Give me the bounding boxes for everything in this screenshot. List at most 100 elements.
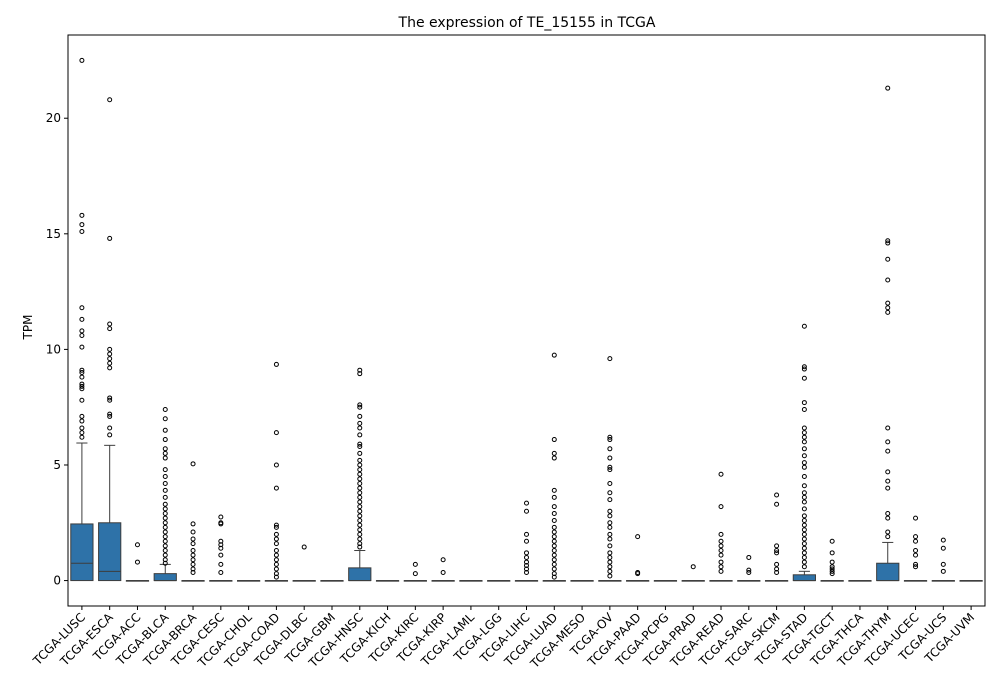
outlier-point: [829, 568, 835, 574]
y-tick-label: 20: [46, 111, 61, 125]
outlier-point: [885, 478, 891, 484]
outlier-point: [551, 455, 557, 461]
outlier-point: [551, 543, 557, 549]
outlier-point: [357, 480, 363, 486]
outlier-point: [913, 538, 919, 544]
outlier-point: [107, 365, 113, 371]
outlier-point: [79, 305, 85, 311]
outlier-point: [829, 566, 835, 572]
outlier-point: [885, 305, 891, 311]
outlier-point: [357, 425, 363, 431]
outlier-point: [162, 437, 168, 443]
box-tcga-cesc: [209, 514, 233, 582]
outlier-point: [162, 450, 168, 456]
box-tcga-lgg: [487, 580, 511, 582]
outlier-point: [551, 552, 557, 558]
outlier-point: [551, 487, 557, 493]
outlier-point: [162, 407, 168, 413]
outlier-point: [607, 554, 613, 560]
outlier-point: [885, 309, 891, 315]
box-tcga-read: [709, 471, 733, 582]
outlier-point: [79, 228, 85, 234]
outlier-point: [273, 552, 279, 558]
outlier-point: [162, 524, 168, 530]
outlier-point: [107, 413, 113, 419]
outlier-point: [801, 559, 807, 565]
outlier-point: [801, 541, 807, 547]
outlier-point: [551, 494, 557, 500]
outlier-point: [551, 504, 557, 510]
outlier-point: [718, 568, 724, 574]
outlier-point: [801, 522, 807, 528]
outlier-point: [524, 566, 529, 572]
outlier-point: [913, 548, 919, 554]
outlier-point: [551, 529, 557, 535]
box-body: [98, 522, 122, 582]
box-tcga-luad: [542, 352, 566, 582]
outlier-point: [607, 536, 613, 542]
y-axis-label: TPM: [21, 315, 35, 341]
outlier-point: [357, 508, 363, 514]
chart-title: The expression of TE_15155 in TCGA: [398, 15, 656, 31]
outlier-point: [162, 416, 168, 422]
outlier-point: [79, 344, 85, 350]
outlier-point: [607, 437, 613, 443]
outlier-point: [885, 448, 891, 454]
outlier-point: [524, 563, 529, 569]
outlier-point: [801, 545, 807, 551]
outlier-point: [357, 471, 363, 477]
outlier-point: [635, 534, 641, 540]
outlier-point: [774, 550, 780, 556]
outlier-point: [885, 515, 891, 521]
outlier-point: [801, 323, 807, 329]
outlier-point: [829, 571, 835, 577]
outlier-point: [357, 541, 363, 547]
outlier-point: [273, 561, 279, 567]
outlier-point: [801, 366, 807, 372]
outlier-point: [607, 467, 613, 473]
outlier-point: [801, 517, 807, 523]
outlier-point: [746, 569, 752, 575]
outlier-point: [607, 543, 613, 549]
outlier-point: [718, 564, 724, 570]
y-tick-label: 10: [46, 342, 61, 356]
outlier-point: [774, 543, 780, 549]
outlier-point: [524, 550, 529, 556]
outlier-point: [357, 490, 363, 496]
outlier-point: [79, 418, 85, 424]
outlier-point: [801, 430, 807, 436]
outlier-point: [162, 487, 168, 493]
outlier-point: [885, 238, 891, 244]
outlier-point: [162, 552, 168, 558]
outlier-point: [357, 485, 363, 491]
outlier-point: [607, 508, 613, 514]
outlier-point: [607, 559, 613, 565]
outlier-point: [607, 513, 613, 519]
outlier-point: [524, 531, 529, 537]
outlier-point: [718, 548, 724, 554]
outlier-point: [801, 425, 807, 431]
box-body: [876, 562, 900, 582]
outlier-point: [885, 277, 891, 283]
outlier-point: [162, 467, 168, 473]
outlier-point: [79, 57, 85, 63]
outlier-point: [79, 383, 85, 389]
outlier-point: [718, 552, 724, 558]
outlier-point: [357, 522, 363, 528]
outlier-point: [162, 560, 168, 566]
outlier-point: [190, 561, 196, 567]
outlier-point: [551, 557, 557, 563]
outlier-point: [635, 571, 641, 577]
outlier-point: [190, 552, 196, 558]
outlier-point: [746, 554, 752, 560]
outlier-point: [551, 352, 557, 358]
outlier-point: [162, 474, 168, 480]
outlier-point: [357, 544, 363, 550]
outlier-point: [79, 367, 85, 373]
outlier-point: [940, 561, 946, 567]
outlier-point: [357, 432, 363, 438]
outlier-point: [79, 397, 85, 403]
outlier-point: [162, 511, 168, 517]
outlier-point: [162, 557, 168, 563]
y-tick-label: 15: [46, 227, 61, 241]
